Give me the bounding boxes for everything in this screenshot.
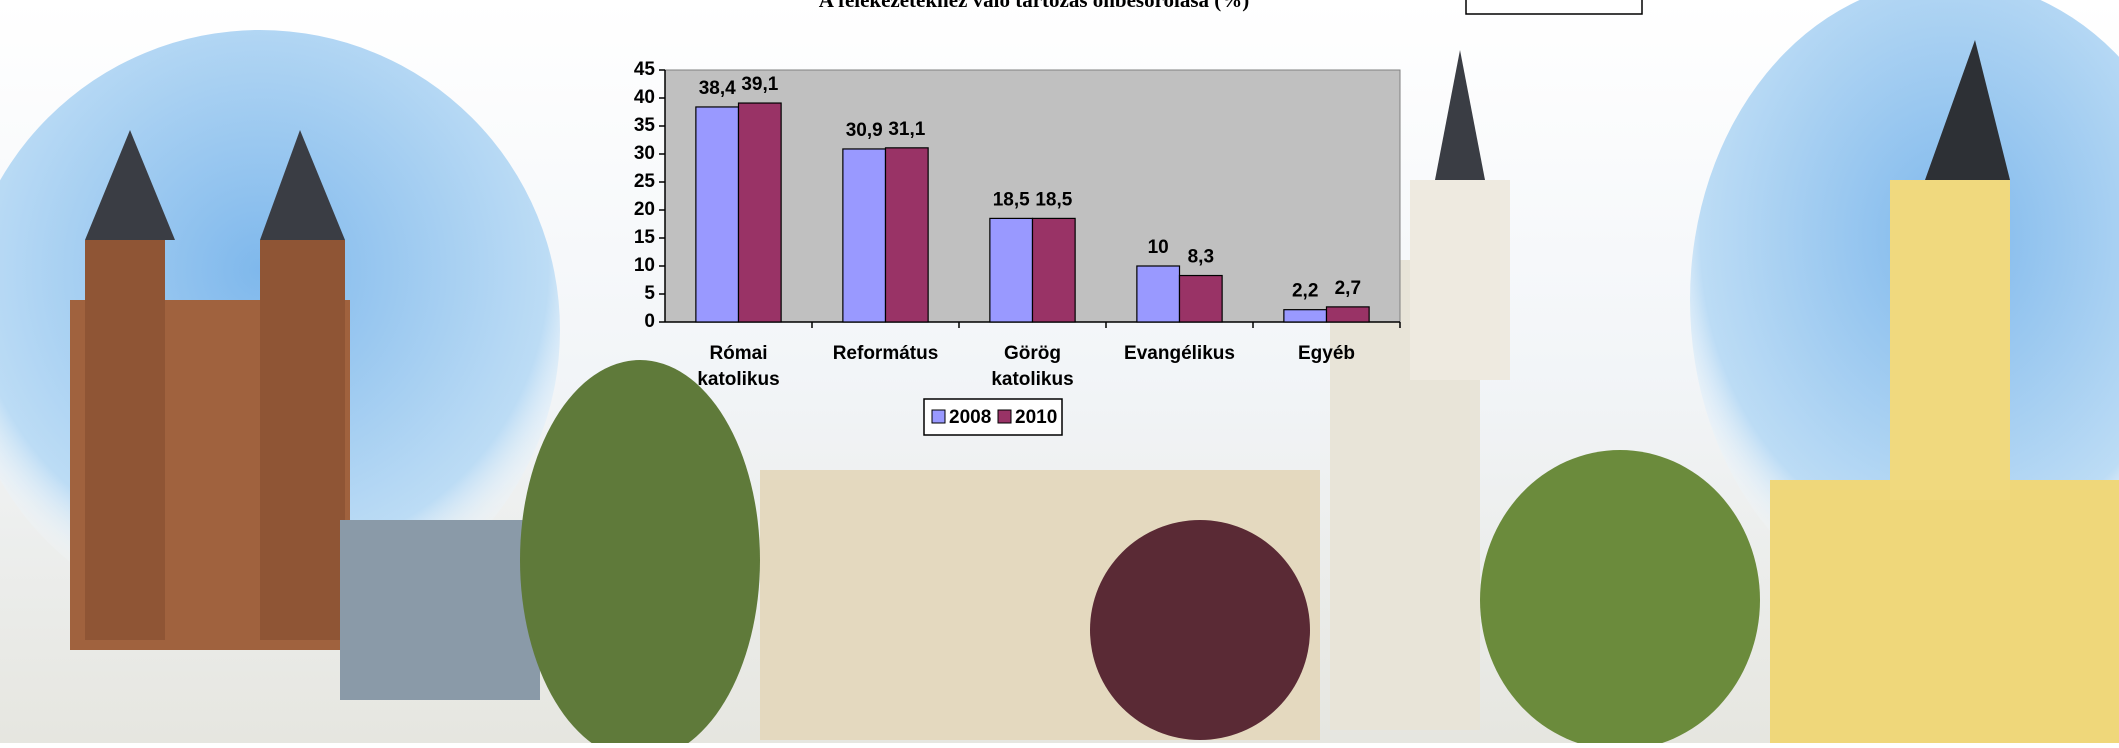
x-tick-label: Egyéb <box>1298 343 1355 364</box>
legend-swatch <box>997 409 1012 424</box>
value-label: 31,1 <box>888 119 925 140</box>
bar <box>1178 274 1223 323</box>
bar <box>1136 265 1181 323</box>
legend-label: 2010 <box>1015 407 1057 428</box>
bar <box>884 147 929 323</box>
x-tick-label: Református <box>833 343 939 364</box>
legend-label: 2008 <box>949 407 991 428</box>
value-label: 38,4 <box>699 78 736 99</box>
y-tick-label: 40 <box>634 87 655 108</box>
value-label: 18,5 <box>993 189 1030 210</box>
value-label: 8,3 <box>1188 247 1214 268</box>
y-tick-label: 15 <box>634 227 656 248</box>
x-tick-label: Görög katolikus <box>991 343 1073 390</box>
value-label: 10 <box>1148 237 1169 258</box>
y-tick-label: 30 <box>634 143 655 164</box>
bar <box>695 106 740 323</box>
y-tick-label: 0 <box>644 311 655 332</box>
value-label: 2,7 <box>1335 278 1361 299</box>
y-tick-label: 45 <box>634 59 656 80</box>
bar <box>842 148 887 323</box>
x-tick-label: Római katolikus <box>697 343 779 390</box>
x-tick-label: Evangélikus <box>1124 343 1235 364</box>
y-tick-label: 20 <box>634 199 655 220</box>
bar <box>737 102 782 323</box>
bar <box>1325 306 1370 323</box>
value-label: 39,1 <box>741 74 778 95</box>
y-tick-label: 5 <box>644 283 655 304</box>
y-tick-label: 35 <box>634 115 656 136</box>
bar <box>989 217 1034 323</box>
bar <box>1031 217 1076 323</box>
empty-box <box>1465 0 1643 15</box>
y-tick-label: 25 <box>634 171 656 192</box>
legend <box>923 398 1063 436</box>
y-tick-label: 10 <box>634 255 655 276</box>
value-label: 2,2 <box>1292 281 1318 302</box>
bar <box>1283 309 1328 323</box>
value-label: 18,5 <box>1035 189 1072 210</box>
legend-swatch <box>931 409 946 424</box>
value-label: 30,9 <box>846 120 883 141</box>
chart-title: A felekezetekhez való tartozás önbesorol… <box>819 0 1250 12</box>
